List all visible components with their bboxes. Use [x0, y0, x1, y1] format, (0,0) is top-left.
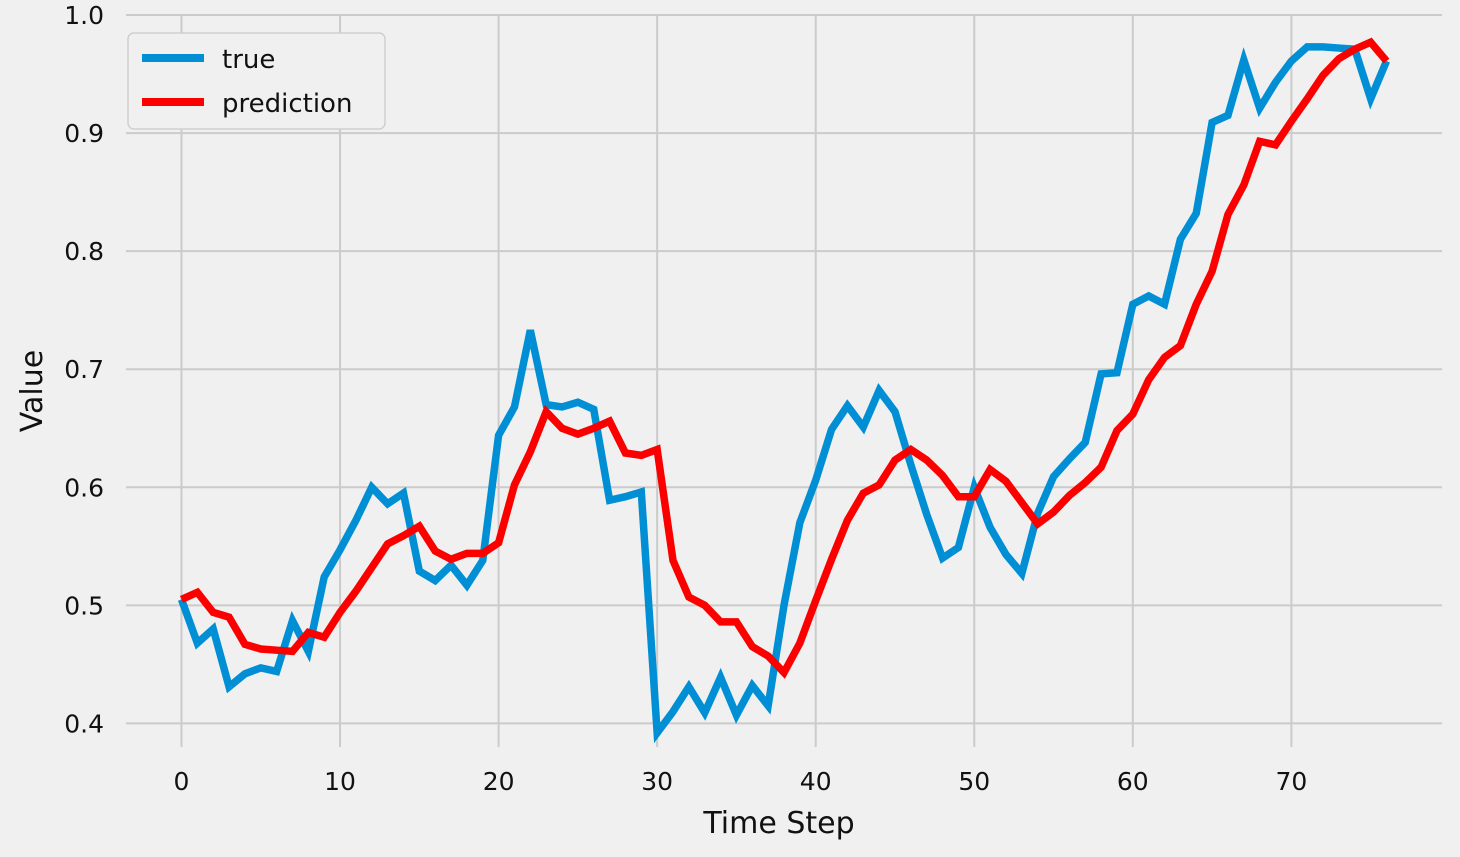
x-tick-label: 40: [800, 767, 832, 796]
legend-label-true: true: [222, 45, 275, 75]
series-line-true: [177, 43, 1390, 744]
x-tick-label: 50: [958, 767, 990, 796]
y-tick-label: 0.7: [64, 355, 104, 384]
y-axis-ticks: 0.4 0.5 0.6 0.7 0.8 0.9 1.0: [64, 1, 104, 738]
y-tick-label: 0.9: [64, 119, 104, 148]
x-tick-label: 60: [1117, 767, 1149, 796]
x-tick-label: 0: [174, 767, 190, 796]
y-axis-label: Value: [15, 350, 50, 432]
y-tick-label: 0.4: [64, 709, 104, 738]
x-axis-ticks: 0 10 20 30 40 50 60 70: [174, 767, 1308, 796]
legend: true prediction: [127, 32, 386, 130]
x-tick-label: 30: [641, 767, 673, 796]
x-tick-label: 10: [324, 767, 356, 796]
y-tick-label: 0.6: [64, 473, 104, 502]
y-tick-label: 0.8: [64, 237, 104, 266]
x-tick-label: 20: [483, 767, 515, 796]
x-tick-label: 70: [1275, 767, 1307, 796]
y-tick-label: 1.0: [64, 1, 104, 30]
series-line-prediction: [179, 37, 1390, 679]
series-lines: [177, 37, 1390, 744]
legend-label-prediction: prediction: [222, 89, 352, 119]
x-axis-label: Time Step: [702, 806, 854, 841]
y-tick-label: 0.5: [64, 591, 104, 620]
